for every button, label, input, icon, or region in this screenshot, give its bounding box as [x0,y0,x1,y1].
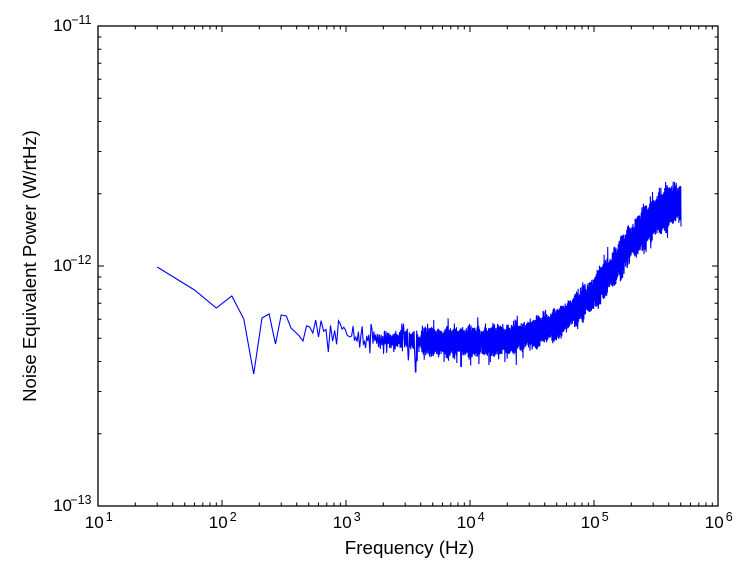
svg-text:5: 5 [602,510,609,524]
svg-text:10: 10 [53,496,72,515]
svg-text:−12: −12 [70,253,91,267]
svg-text:−13: −13 [70,493,91,507]
svg-text:−11: −11 [71,13,91,27]
svg-text:4: 4 [478,510,485,524]
svg-text:10: 10 [53,16,72,35]
svg-text:Frequency (Hz): Frequency (Hz) [345,537,474,558]
svg-text:10: 10 [209,513,228,532]
svg-text:10: 10 [333,513,352,532]
svg-text:Noise Equivalent Power (W/rtHz: Noise Equivalent Power (W/rtHz) [19,130,40,402]
svg-text:10: 10 [705,513,724,532]
svg-text:1: 1 [106,510,113,524]
svg-text:6: 6 [726,510,733,524]
svg-text:10: 10 [581,513,600,532]
svg-text:10: 10 [457,513,476,532]
svg-text:10: 10 [85,513,104,532]
svg-text:10: 10 [53,256,72,275]
svg-text:2: 2 [230,510,237,524]
svg-text:3: 3 [354,510,361,524]
